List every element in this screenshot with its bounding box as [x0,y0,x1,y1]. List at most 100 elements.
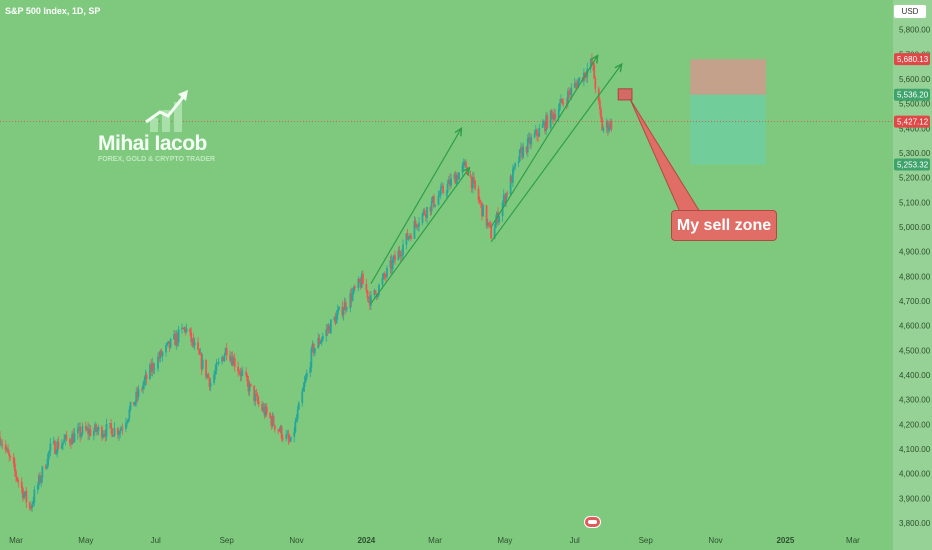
y-tick-label: 4,900.00 [899,248,931,257]
candle-body [105,424,108,437]
candle [24,490,27,497]
candle [494,215,497,229]
candle-body [544,121,546,132]
candle-body [430,201,433,212]
candle [289,436,292,443]
candle [86,425,88,431]
candle [280,425,283,442]
candle-body [137,389,140,397]
candle-body [256,395,259,402]
candle [48,450,51,460]
candle-body [71,434,74,445]
candle-body [92,431,95,436]
candle [270,415,273,430]
candle [262,402,265,413]
candle [153,362,156,375]
candle-body [73,433,76,443]
candle [84,421,87,432]
candle-body [434,204,436,207]
candle-body [489,222,491,226]
currency-button[interactable]: USD [893,4,927,19]
candle-body [225,348,228,356]
candle-body [593,64,596,79]
candle-body [574,83,577,84]
candle [145,371,148,386]
x-tick-label: Nov [289,536,303,545]
candle [285,429,288,442]
candle [453,172,456,182]
price-label-text: 5,536.20 [897,91,929,100]
candle [341,300,344,319]
candle-body [358,278,361,283]
candle-body [127,418,130,422]
tradingview-logo-icon[interactable] [584,516,601,528]
candle-body [78,426,80,429]
candle [47,452,49,468]
candle [431,195,434,203]
candle-body [269,413,272,418]
candle-body [465,161,467,168]
candle [73,427,76,443]
candle-body [182,327,185,330]
candle [175,330,178,350]
trend-channel-line [490,64,622,243]
candle [383,271,386,281]
candle [437,190,440,206]
candle-body [94,424,96,432]
candle-body [208,377,211,387]
candle [113,422,116,437]
candle-body [566,91,569,105]
candle [565,97,568,110]
candle-body [121,428,124,430]
candle-body [305,373,308,378]
candle-body [449,179,451,186]
candle-body [150,364,153,372]
candle-body [392,255,395,261]
candle-body [184,327,187,332]
y-tick-label: 4,000.00 [899,470,931,479]
y-tick-label: 5,400.00 [899,124,931,133]
candle [546,112,549,130]
candle [505,192,507,208]
price-label-bg [894,158,930,171]
candle-body [281,438,284,440]
candle-body [584,72,586,77]
candle [381,273,384,290]
candle [473,172,475,185]
candle [119,426,122,438]
x-tick-label: May [78,536,93,545]
candle-body [359,282,362,288]
candle [358,278,361,284]
candle [184,326,187,336]
candle-body [117,428,119,435]
candle [486,218,489,229]
candle-body [455,175,458,185]
candle-body [454,174,457,185]
candle [389,255,392,274]
candle-body [391,260,394,270]
candle-body [610,121,613,130]
candle-body [224,348,227,355]
candle-body [441,185,443,188]
candle [104,429,107,442]
candle-body [12,456,15,464]
candle [72,428,75,444]
candle-body [600,109,602,119]
candle-body [100,426,103,438]
candle-body [520,147,522,150]
candle [0,439,3,448]
candle [382,272,385,280]
candle [32,496,35,507]
candle-body [257,401,260,405]
candle-body [549,110,552,129]
price-label-badge: 5,427.12 [894,115,930,128]
candle-body [362,273,364,285]
candle [362,270,364,285]
candle [240,368,243,382]
candle-body [255,393,258,396]
candle-body [528,137,530,139]
candle [328,323,331,334]
candle [490,221,493,240]
